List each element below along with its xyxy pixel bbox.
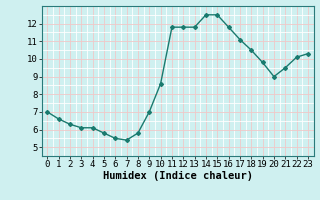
X-axis label: Humidex (Indice chaleur): Humidex (Indice chaleur) [103,171,252,181]
